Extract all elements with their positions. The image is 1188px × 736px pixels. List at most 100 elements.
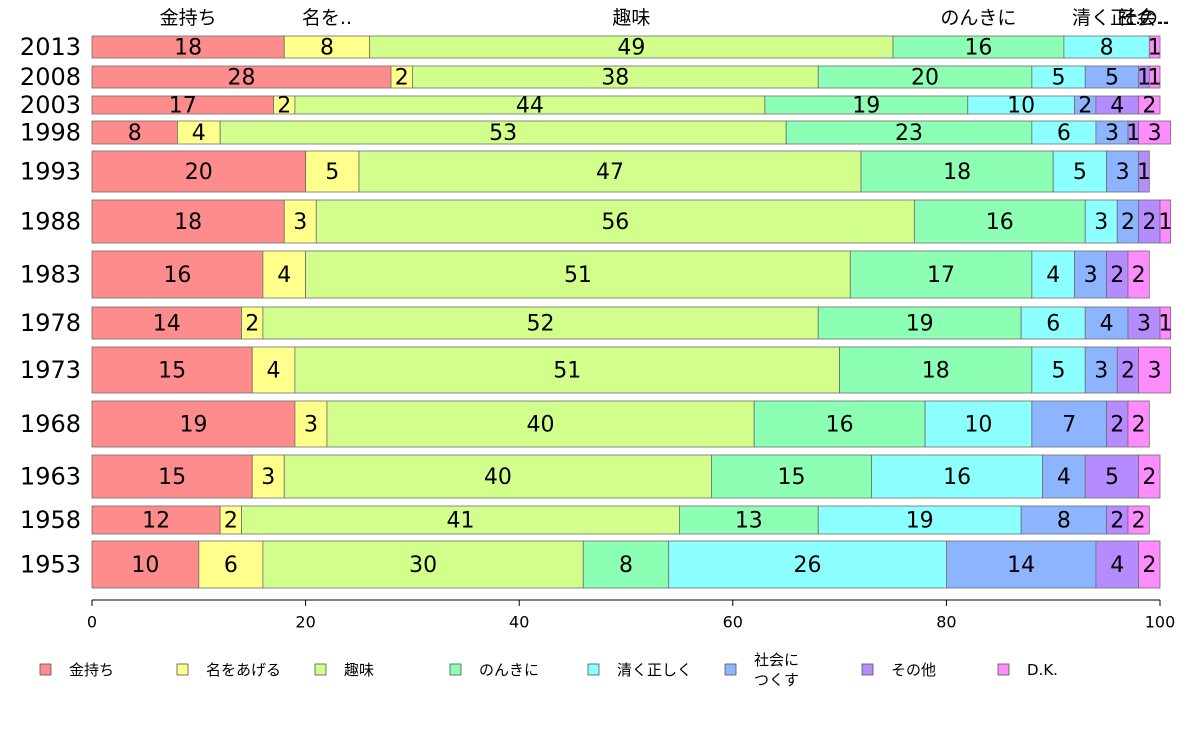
data-label: 17 bbox=[169, 94, 197, 119]
data-label: 10 bbox=[964, 413, 992, 438]
data-label: 4 bbox=[1057, 465, 1071, 490]
data-label: 8 bbox=[1100, 36, 1114, 61]
data-label: 10 bbox=[1007, 94, 1035, 119]
data-label: 4 bbox=[1110, 94, 1124, 119]
data-label: 15 bbox=[778, 465, 806, 490]
data-label: 3 bbox=[1084, 263, 1098, 288]
top-series-label: 金持ち bbox=[160, 7, 217, 29]
top-series-label: のんきに bbox=[940, 7, 1016, 29]
year-label-1973: 1973 bbox=[20, 356, 81, 384]
bar-segment-1973-4 bbox=[1031, 346, 1086, 394]
data-label: 41 bbox=[446, 509, 474, 534]
data-label: 1 bbox=[1126, 121, 1140, 146]
data-label: 18 bbox=[943, 160, 971, 185]
year-label-2013: 2013 bbox=[20, 33, 81, 61]
bar-segment-1963-3 bbox=[711, 454, 873, 499]
bar-segment-1993-6 bbox=[1138, 150, 1150, 193]
data-label: 3 bbox=[1094, 210, 1108, 235]
legend-label: D.K. bbox=[1027, 661, 1058, 679]
data-label: 51 bbox=[564, 263, 592, 288]
data-label: 16 bbox=[986, 210, 1014, 235]
bar-segment-1963-6 bbox=[1084, 454, 1140, 499]
data-label: 3 bbox=[1148, 121, 1162, 146]
year-label-2003: 2003 bbox=[20, 91, 81, 119]
legend-swatch bbox=[724, 663, 737, 676]
data-label: 53 bbox=[489, 121, 517, 146]
legend-label: 趣味 bbox=[344, 661, 374, 679]
legend-swatch bbox=[861, 663, 874, 676]
legend-swatch bbox=[314, 663, 327, 676]
bar-segment-1978-0 bbox=[91, 306, 242, 340]
data-label: 2 bbox=[1142, 210, 1156, 235]
data-label: 52 bbox=[527, 312, 555, 337]
data-label: 8 bbox=[1057, 509, 1071, 534]
bar-segment-1958-7 bbox=[1127, 505, 1150, 535]
data-label: 15 bbox=[158, 465, 186, 490]
data-label: 2 bbox=[1142, 465, 1156, 490]
year-label-1963: 1963 bbox=[20, 463, 81, 491]
data-label: 3 bbox=[1148, 359, 1162, 384]
data-label: 5 bbox=[1105, 66, 1119, 91]
bar-segment-1978-4 bbox=[1020, 306, 1086, 340]
data-label: 14 bbox=[1007, 553, 1035, 578]
legend-label-line: つくす bbox=[754, 671, 799, 689]
bar-segment-1978-2 bbox=[262, 306, 819, 340]
data-label: 26 bbox=[794, 553, 822, 578]
data-label: 20 bbox=[911, 66, 939, 91]
data-label: 56 bbox=[601, 210, 629, 235]
data-label: 3 bbox=[304, 413, 318, 438]
data-label: 13 bbox=[735, 509, 763, 534]
legend-swatch bbox=[39, 663, 52, 676]
data-label: 2 bbox=[1132, 413, 1146, 438]
bar-segment-1973-5 bbox=[1084, 346, 1118, 394]
x-tick-label: 80 bbox=[936, 613, 956, 632]
data-label: 1 bbox=[1158, 210, 1172, 235]
top-series-label: 趣味 bbox=[612, 7, 650, 29]
data-label: 8 bbox=[128, 121, 142, 146]
bar-segment-1958-5 bbox=[1020, 505, 1107, 535]
data-label: 2 bbox=[1142, 94, 1156, 119]
data-label: 2 bbox=[395, 66, 409, 91]
data-label: 2 bbox=[1132, 263, 1146, 288]
legend-label: 清く正しく bbox=[617, 661, 692, 679]
data-label: 4 bbox=[1046, 263, 1060, 288]
bar-segment-1993-2 bbox=[358, 150, 862, 193]
bar-segment-1968-0 bbox=[91, 400, 296, 448]
data-label: 30 bbox=[409, 553, 437, 578]
bar-segment-1978-3 bbox=[817, 306, 1022, 340]
data-label: 1 bbox=[1148, 66, 1162, 91]
top-series-label: その.. bbox=[1120, 7, 1170, 29]
data-label: 5 bbox=[1052, 66, 1066, 91]
bar-segment-1953-0 bbox=[91, 540, 200, 589]
data-label: 44 bbox=[516, 94, 544, 119]
bar-segment-1993-0 bbox=[91, 150, 307, 193]
bar-segment-1958-2 bbox=[241, 505, 680, 535]
data-label: 3 bbox=[261, 465, 275, 490]
year-label-2008: 2008 bbox=[20, 63, 81, 91]
year-label-1978: 1978 bbox=[20, 309, 81, 337]
data-label: 23 bbox=[895, 121, 923, 146]
data-label: 2 bbox=[1110, 509, 1124, 534]
data-label: 19 bbox=[179, 413, 207, 438]
data-label: 2 bbox=[1110, 263, 1124, 288]
legend-swatch bbox=[449, 663, 462, 676]
bar-segment-1973-3 bbox=[839, 346, 1033, 394]
legend-swatch bbox=[176, 663, 189, 676]
data-label: 6 bbox=[1046, 312, 1060, 337]
top-series-label: 清く正.. bbox=[1072, 7, 1141, 29]
bar-segment-1958-4 bbox=[817, 505, 1022, 535]
bar-segment-1953-3 bbox=[582, 540, 670, 589]
bar-segment-1973-2 bbox=[294, 346, 841, 394]
data-label: 2 bbox=[277, 94, 291, 119]
bar-segment-1968-4 bbox=[924, 400, 1033, 448]
bar-segment-1968-2 bbox=[326, 400, 755, 448]
data-label: 17 bbox=[927, 263, 955, 288]
legend-label: 名をあげる bbox=[206, 661, 281, 679]
data-label: 19 bbox=[852, 94, 880, 119]
data-label: 2 bbox=[1121, 210, 1135, 235]
bar-segment-1963-7 bbox=[1138, 454, 1161, 499]
x-tick-label: 100 bbox=[1145, 613, 1176, 632]
bar-segment-1983-7 bbox=[1127, 250, 1150, 299]
data-label: 4 bbox=[277, 263, 291, 288]
bar-segment-1993-1 bbox=[305, 150, 360, 193]
